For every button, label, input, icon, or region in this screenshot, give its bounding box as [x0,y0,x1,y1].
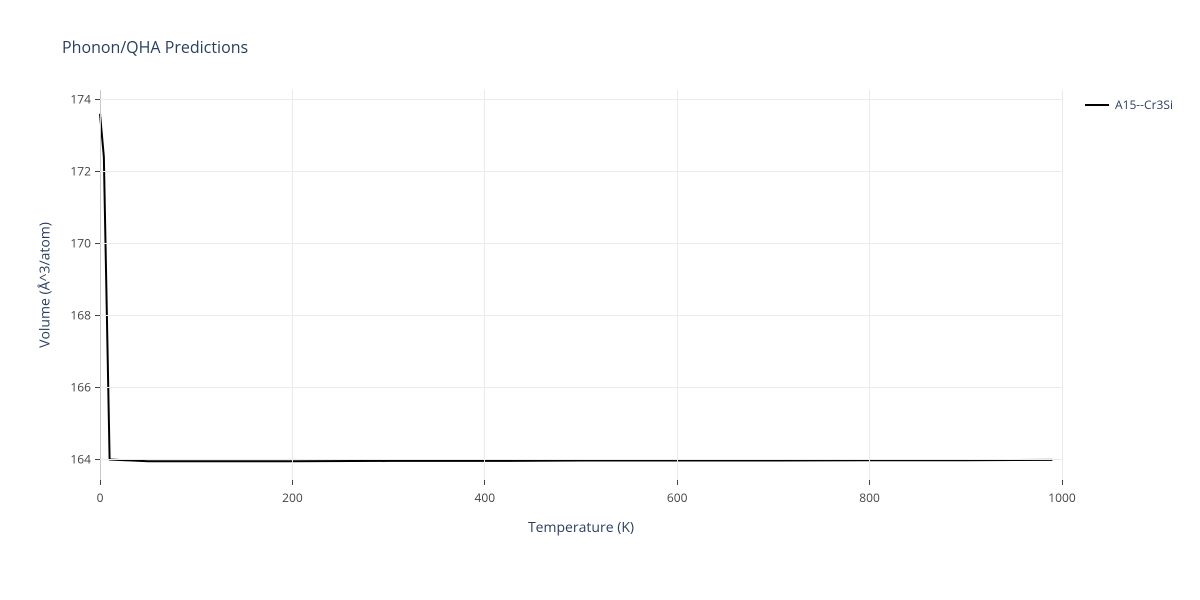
y-tick-label: 166 [65,379,91,396]
gridline-h [100,315,1062,316]
gridline-h [100,99,1062,100]
gridline-h [100,171,1062,172]
tick-mark-y [95,99,100,100]
y-tick-label: 170 [65,235,91,252]
x-tick-label: 1000 [1048,489,1075,506]
plot-area [100,90,1062,480]
chart-root: Phonon/QHA Predictions Temperature (K) V… [0,0,1200,600]
gridline-v [100,90,101,480]
x-tick-label: 0 [97,489,104,506]
y-tick-label: 174 [65,91,91,108]
gridline-v [677,90,678,480]
x-tick-label: 600 [667,489,688,506]
tick-mark-y [95,387,100,388]
legend-line [1085,104,1109,106]
series-svg [100,90,1062,480]
gridline-h [100,243,1062,244]
tick-mark-x [1062,480,1063,485]
gridline-v [1062,90,1063,480]
y-tick-label: 168 [65,307,91,324]
tick-mark-y [95,243,100,244]
y-tick-label: 164 [65,451,91,468]
gridline-v [869,90,870,480]
y-axis-label: Volume (Å^3/atom) [36,222,55,348]
tick-mark-y [95,459,100,460]
x-tick-label: 200 [282,489,303,506]
x-tick-label: 800 [859,489,880,506]
gridline-v [292,90,293,480]
tick-mark-y [95,171,100,172]
tick-mark-x [677,480,678,485]
gridline-h [100,459,1062,460]
series-line [100,114,1052,462]
tick-mark-x [100,480,101,485]
gridline-v [484,90,485,480]
tick-mark-x [869,480,870,485]
chart-title: Phonon/QHA Predictions [62,36,248,58]
x-tick-label: 400 [475,489,496,506]
tick-mark-x [484,480,485,485]
legend[interactable]: A15--Cr3Si [1085,96,1173,113]
y-tick-label: 172 [65,163,91,180]
x-axis-label: Temperature (K) [528,518,634,537]
tick-mark-x [292,480,293,485]
tick-mark-y [95,315,100,316]
gridline-h [100,387,1062,388]
legend-label: A15--Cr3Si [1115,96,1173,113]
